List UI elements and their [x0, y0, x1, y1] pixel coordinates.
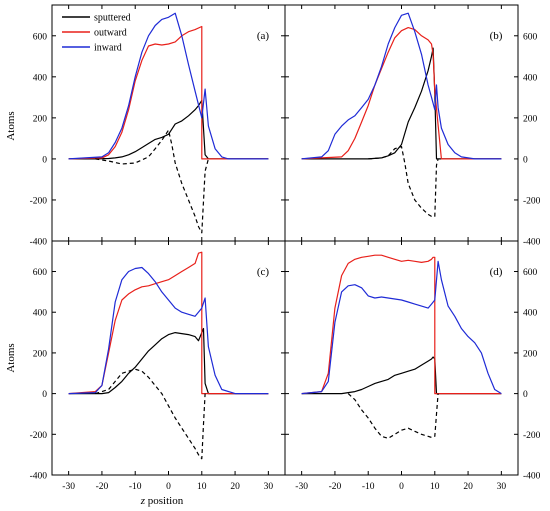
x-tick-label: -10	[129, 482, 142, 492]
x-tick-label: 30	[264, 482, 274, 492]
x-tick-label: -20	[329, 482, 342, 492]
x-axis-title-italic: z	[140, 495, 146, 507]
y-tick-label-400: 400	[523, 309, 538, 319]
y-tick-label-m400: -400	[30, 472, 48, 482]
series-line-inward	[68, 266, 269, 395]
panel-label: (a)	[257, 30, 270, 42]
x-axis-title: z position	[140, 495, 184, 507]
y-tick-label-0: 0	[42, 390, 47, 400]
y-tick-label-200: 200	[33, 349, 48, 359]
x-tick-label: 20	[463, 482, 473, 492]
y-tick-label-m200: -200	[30, 196, 48, 206]
series-line-outward	[68, 251, 269, 395]
y-tick-label-m400: -400	[30, 238, 48, 248]
x-axis-title-rest: position	[145, 495, 184, 507]
series-line-sputtered	[301, 356, 502, 395]
x-tick-label: -30	[62, 482, 75, 492]
x-tick-label: -20	[96, 482, 109, 492]
series-line-outward	[301, 254, 502, 395]
x-tick-label: -10	[362, 482, 375, 492]
y-tick-label-0: 0	[523, 155, 528, 165]
y-tick-label-200: 200	[523, 349, 538, 359]
x-tick-label: 0	[166, 482, 171, 492]
y-tick-label-400: 400	[33, 73, 48, 83]
series-line-dashed	[368, 146, 439, 217]
y-tick-label-600: 600	[33, 32, 48, 42]
x-tick-label: 30	[497, 482, 507, 492]
series-line-outward	[301, 27, 502, 160]
series-line-inward	[301, 260, 502, 395]
y-tick-label-0: 0	[42, 155, 47, 165]
series-line-sputtered	[68, 327, 269, 395]
panel-d: -30 -20 -10 0 10 20 30 -400 -200 0 200 400 600 (d)	[284, 240, 541, 492]
series-line-inward	[68, 12, 269, 160]
y-tick-label-400: 400	[33, 309, 48, 319]
legend: sputtered outward inward	[62, 13, 131, 54]
legend-label-sputtered: sputtered	[94, 13, 131, 24]
y-tick-label-600: 600	[33, 268, 48, 278]
panel-c: -30 -20 -10 0 10 20 30 -400 -200 0 200 400 600 (c)	[30, 240, 286, 492]
series-line-sputtered	[68, 99, 269, 160]
y-tick-label-m400: -400	[523, 472, 541, 482]
panel-b: -400 -200 0 200 400 600 (b)	[284, 4, 541, 248]
x-tick-label: 0	[399, 482, 404, 492]
y-tick-label-m200: -200	[523, 431, 541, 441]
legend-label-inward: inward	[94, 43, 122, 54]
y-axis-title-bottom: Atoms	[5, 343, 17, 372]
legend-label-outward: outward	[94, 28, 127, 39]
x-tick-label: 20	[230, 482, 240, 492]
series-line-dashed	[347, 393, 439, 439]
x-tick-label: 10	[197, 482, 207, 492]
x-tick-label: -30	[295, 482, 308, 492]
plot-frame	[51, 4, 286, 242]
y-tick-label-600: 600	[523, 32, 538, 42]
plot-frame	[51, 240, 286, 476]
plot-frame	[284, 4, 519, 242]
panel-label: (c)	[257, 266, 270, 278]
x-tick-label: 10	[430, 482, 440, 492]
series-line-inward	[301, 12, 502, 160]
y-tick-label-m200: -200	[30, 431, 48, 441]
y-tick-label-m400: -400	[523, 238, 541, 248]
panel-a: -400 -200 0 200 400 600 (a)	[30, 4, 286, 248]
series-line-dashed	[95, 129, 209, 234]
y-tick-label-200: 200	[523, 114, 538, 124]
panel-label: (b)	[490, 30, 503, 42]
y-tick-label-400: 400	[523, 73, 538, 83]
y-tick-label-200: 200	[33, 114, 48, 124]
panel-label: (d)	[490, 266, 503, 278]
y-tick-label-600: 600	[523, 268, 538, 278]
y-axis-title-top: Atoms	[5, 111, 17, 140]
y-tick-label-0: 0	[523, 390, 528, 400]
series-line-dashed	[95, 368, 206, 460]
y-tick-label-m200: -200	[523, 196, 541, 206]
